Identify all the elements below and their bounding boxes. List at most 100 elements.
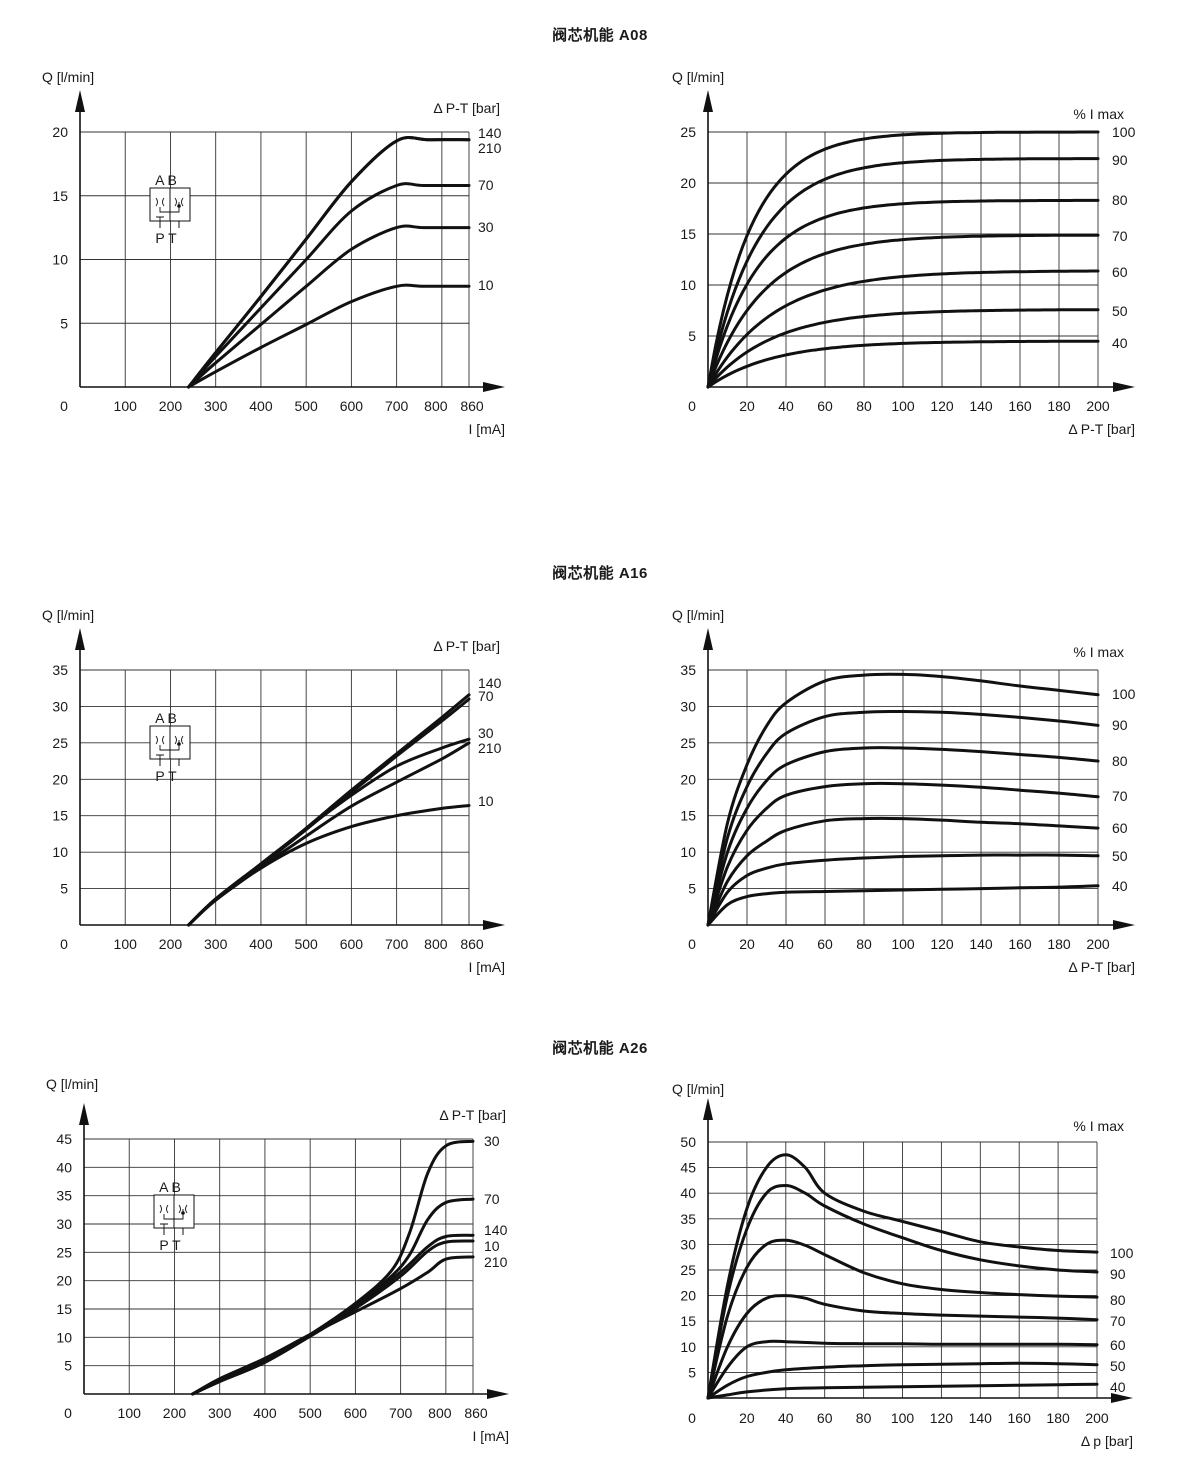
series-label-50: 50 (1112, 848, 1128, 864)
origin-label: 0 (60, 936, 68, 952)
series-label-40: 40 (1110, 1379, 1126, 1395)
x-tick-label: 100 (114, 936, 138, 952)
y-axis-arrow (703, 628, 713, 650)
x-tick-label: 700 (385, 936, 409, 952)
x-tick-label: 140 (969, 1410, 993, 1426)
x-tick-label: 40 (778, 936, 794, 952)
y-tick-label: 10 (52, 252, 68, 268)
series-line-80 (706, 1238, 1099, 1400)
x-tick-label: 400 (249, 398, 273, 414)
x-tick-label: 180 (1047, 398, 1071, 414)
y-tick-label: 40 (56, 1159, 72, 1175)
x-axis-label: Δ P-T [bar] (1068, 959, 1135, 975)
grid (708, 131, 1099, 387)
x-tick-label: 400 (253, 1405, 277, 1421)
x-tick-label: 200 (159, 398, 183, 414)
y-tick-label: 35 (52, 662, 68, 678)
x-tick-label: 100 (891, 936, 915, 952)
x-axis-label: I [mA] (468, 421, 505, 437)
y-tick-label: 25 (52, 735, 68, 751)
series-line-30 (191, 1139, 475, 1396)
series-label-10: 10 (478, 277, 494, 293)
series-line-210 (191, 1255, 475, 1396)
y-tick-label: 20 (56, 1273, 72, 1289)
symbol-label-pt: P T (155, 230, 177, 246)
series-line-100 (706, 672, 1100, 927)
x-axis-arrow (1113, 382, 1135, 392)
y-tick-label: 45 (680, 1160, 696, 1176)
symbol-label-pt: P T (159, 1237, 181, 1253)
y-tick-label: 5 (688, 1364, 696, 1380)
series-line-50 (706, 308, 1100, 389)
y-tick-label: 15 (680, 226, 696, 242)
y-tick-label: 30 (680, 1236, 696, 1252)
section-title-a16: 阀芯机能 A16 (552, 565, 648, 582)
y-tick-label: 10 (680, 1339, 696, 1355)
series-line-10 (191, 1239, 475, 1396)
grid (708, 1141, 1098, 1398)
y-tick-label: 50 (680, 1134, 696, 1150)
symbol-label-ab: A B (159, 1179, 181, 1195)
origin-label: 0 (60, 398, 68, 414)
origin-label: 0 (64, 1405, 72, 1421)
symbol-orifice-right (174, 197, 184, 207)
x-tick-label: 800 (424, 936, 448, 952)
series-label-30: 30 (484, 1133, 500, 1149)
x-tick-label: 100 (118, 1405, 142, 1421)
y-tick-label: 30 (52, 698, 68, 714)
series-line-140 (191, 1233, 475, 1396)
series-line-80 (706, 746, 1100, 927)
axes (707, 638, 1125, 926)
y-tick-label: 10 (680, 844, 696, 860)
y-axis-label: Q [l/min] (672, 1081, 724, 1097)
x-tick-label: 100 (891, 398, 915, 414)
y-tick-label: 15 (56, 1301, 72, 1317)
series-label-40: 40 (1112, 335, 1128, 351)
x-axis-arrow (1111, 1393, 1133, 1403)
symbol-label-pt: P T (155, 768, 177, 784)
x-tick-label: 860 (464, 1405, 488, 1421)
y-tick-label: 25 (56, 1244, 72, 1260)
y-tick-label: 5 (60, 881, 68, 897)
series-label-90: 90 (1112, 717, 1128, 733)
series-line-210 (187, 136, 471, 389)
y-tick-label: 20 (52, 771, 68, 787)
x-tick-label: 180 (1046, 1410, 1070, 1426)
origin-label: 0 (688, 1410, 696, 1426)
y-tick-label: 20 (52, 124, 68, 140)
series-line-70 (706, 781, 1100, 927)
series-line-40 (706, 1382, 1099, 1400)
x-axis-arrow (483, 920, 505, 930)
x-tick-label: 500 (294, 398, 318, 414)
x-tick-label: 700 (389, 1405, 413, 1421)
symbol-label-ab: A B (155, 172, 177, 188)
series-line-70 (706, 233, 1100, 389)
series-label-40: 40 (1112, 878, 1128, 894)
symbol-label-ab: A B (155, 710, 177, 726)
y-tick-label: 30 (56, 1216, 72, 1232)
series-label-30: 30 (478, 219, 494, 235)
symbol-blocked-port (156, 216, 164, 221)
series-label-80: 80 (1112, 753, 1128, 769)
y-tick-label: 20 (680, 175, 696, 191)
series-line-60 (706, 269, 1100, 389)
x-tick-label: 60 (817, 1410, 833, 1426)
series-label-80: 80 (1110, 1292, 1126, 1308)
series-line-40 (706, 884, 1100, 927)
y-axis-arrow (75, 90, 85, 112)
series-label-70: 70 (1112, 228, 1128, 244)
symbol-orifice-left (155, 197, 165, 207)
axes (707, 1108, 1123, 1399)
series-line-90 (706, 157, 1100, 389)
y-tick-label: 5 (688, 328, 696, 344)
series-line-30 (187, 224, 471, 389)
axes (79, 100, 495, 388)
x-tick-label: 40 (778, 1410, 794, 1426)
x-tick-label: 600 (340, 936, 364, 952)
legend-title: Δ P-T [bar] (439, 1107, 506, 1123)
y-tick-label: 35 (680, 1211, 696, 1227)
origin-label: 0 (688, 398, 696, 414)
grid (80, 131, 470, 387)
chart-4: 0 20 40 60 80 100 120 140 160 180 200 5 10 15 20 25 30 35… (672, 607, 1136, 975)
